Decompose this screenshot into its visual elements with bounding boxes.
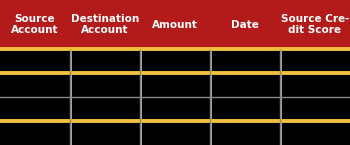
Bar [0, 74, 70, 97]
Bar [0, 50, 70, 73]
Bar [282, 98, 350, 121]
Bar [282, 122, 350, 145]
Bar [282, 74, 350, 97]
Bar [280, 0, 350, 49]
Text: Source
Account: Source Account [11, 14, 59, 35]
Text: Date: Date [231, 20, 259, 30]
Bar [210, 0, 280, 49]
Bar [0, 122, 70, 145]
Bar [142, 74, 210, 97]
Text: Destination
Account: Destination Account [71, 14, 139, 35]
Bar [70, 0, 140, 49]
Bar [212, 98, 280, 121]
Bar [72, 50, 140, 73]
Bar [212, 122, 280, 145]
Text: Source Cre-
dit Score: Source Cre- dit Score [281, 14, 349, 35]
Bar [72, 98, 140, 121]
Bar [0, 98, 70, 121]
Bar [212, 74, 280, 97]
Bar [72, 74, 140, 97]
Bar [142, 98, 210, 121]
Bar [0, 0, 70, 49]
Bar [212, 50, 280, 73]
Bar [142, 122, 210, 145]
Bar [282, 50, 350, 73]
Text: Amount: Amount [152, 20, 198, 30]
Bar [72, 122, 140, 145]
Bar [142, 50, 210, 73]
Bar [140, 0, 210, 49]
